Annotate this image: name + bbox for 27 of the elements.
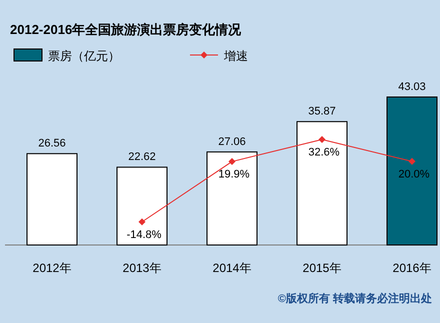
point — [318, 136, 326, 143]
bar — [26, 153, 78, 246]
x-tick-label: 2015年 — [302, 261, 342, 275]
data-label: 19.9% — [218, 168, 250, 181]
point — [228, 158, 236, 166]
point — [408, 158, 416, 165]
data-label: -14.8% — [126, 228, 162, 241]
title: 2012-2016年全国旅游演出票房变化情况 — [10, 22, 242, 37]
x-tick-label: 2013年 — [122, 261, 162, 275]
x-tick-label: 2012年 — [32, 261, 72, 275]
data-label: 35.87 — [308, 106, 336, 118]
bar — [116, 166, 168, 246]
data-label: 20.0% — [398, 168, 430, 180]
data-label: 27.06 — [218, 136, 246, 148]
point — [138, 218, 146, 226]
x-tick-label: 2016年 — [392, 261, 432, 275]
data-label: 22.62 — [128, 151, 156, 164]
legend-label: 增速 — [223, 49, 248, 63]
data-label: 43.03 — [398, 81, 426, 93]
bar — [206, 151, 258, 246]
text: ©版权所有 转载请务必注明出处 — [278, 292, 432, 305]
bar — [386, 96, 438, 246]
legend-label: 票房（亿元） — [48, 49, 120, 63]
bar — [296, 121, 348, 246]
x-tick-label: 2014年 — [212, 261, 252, 275]
data-label: 26.56 — [38, 138, 66, 150]
data-label: 32.6% — [308, 146, 340, 158]
